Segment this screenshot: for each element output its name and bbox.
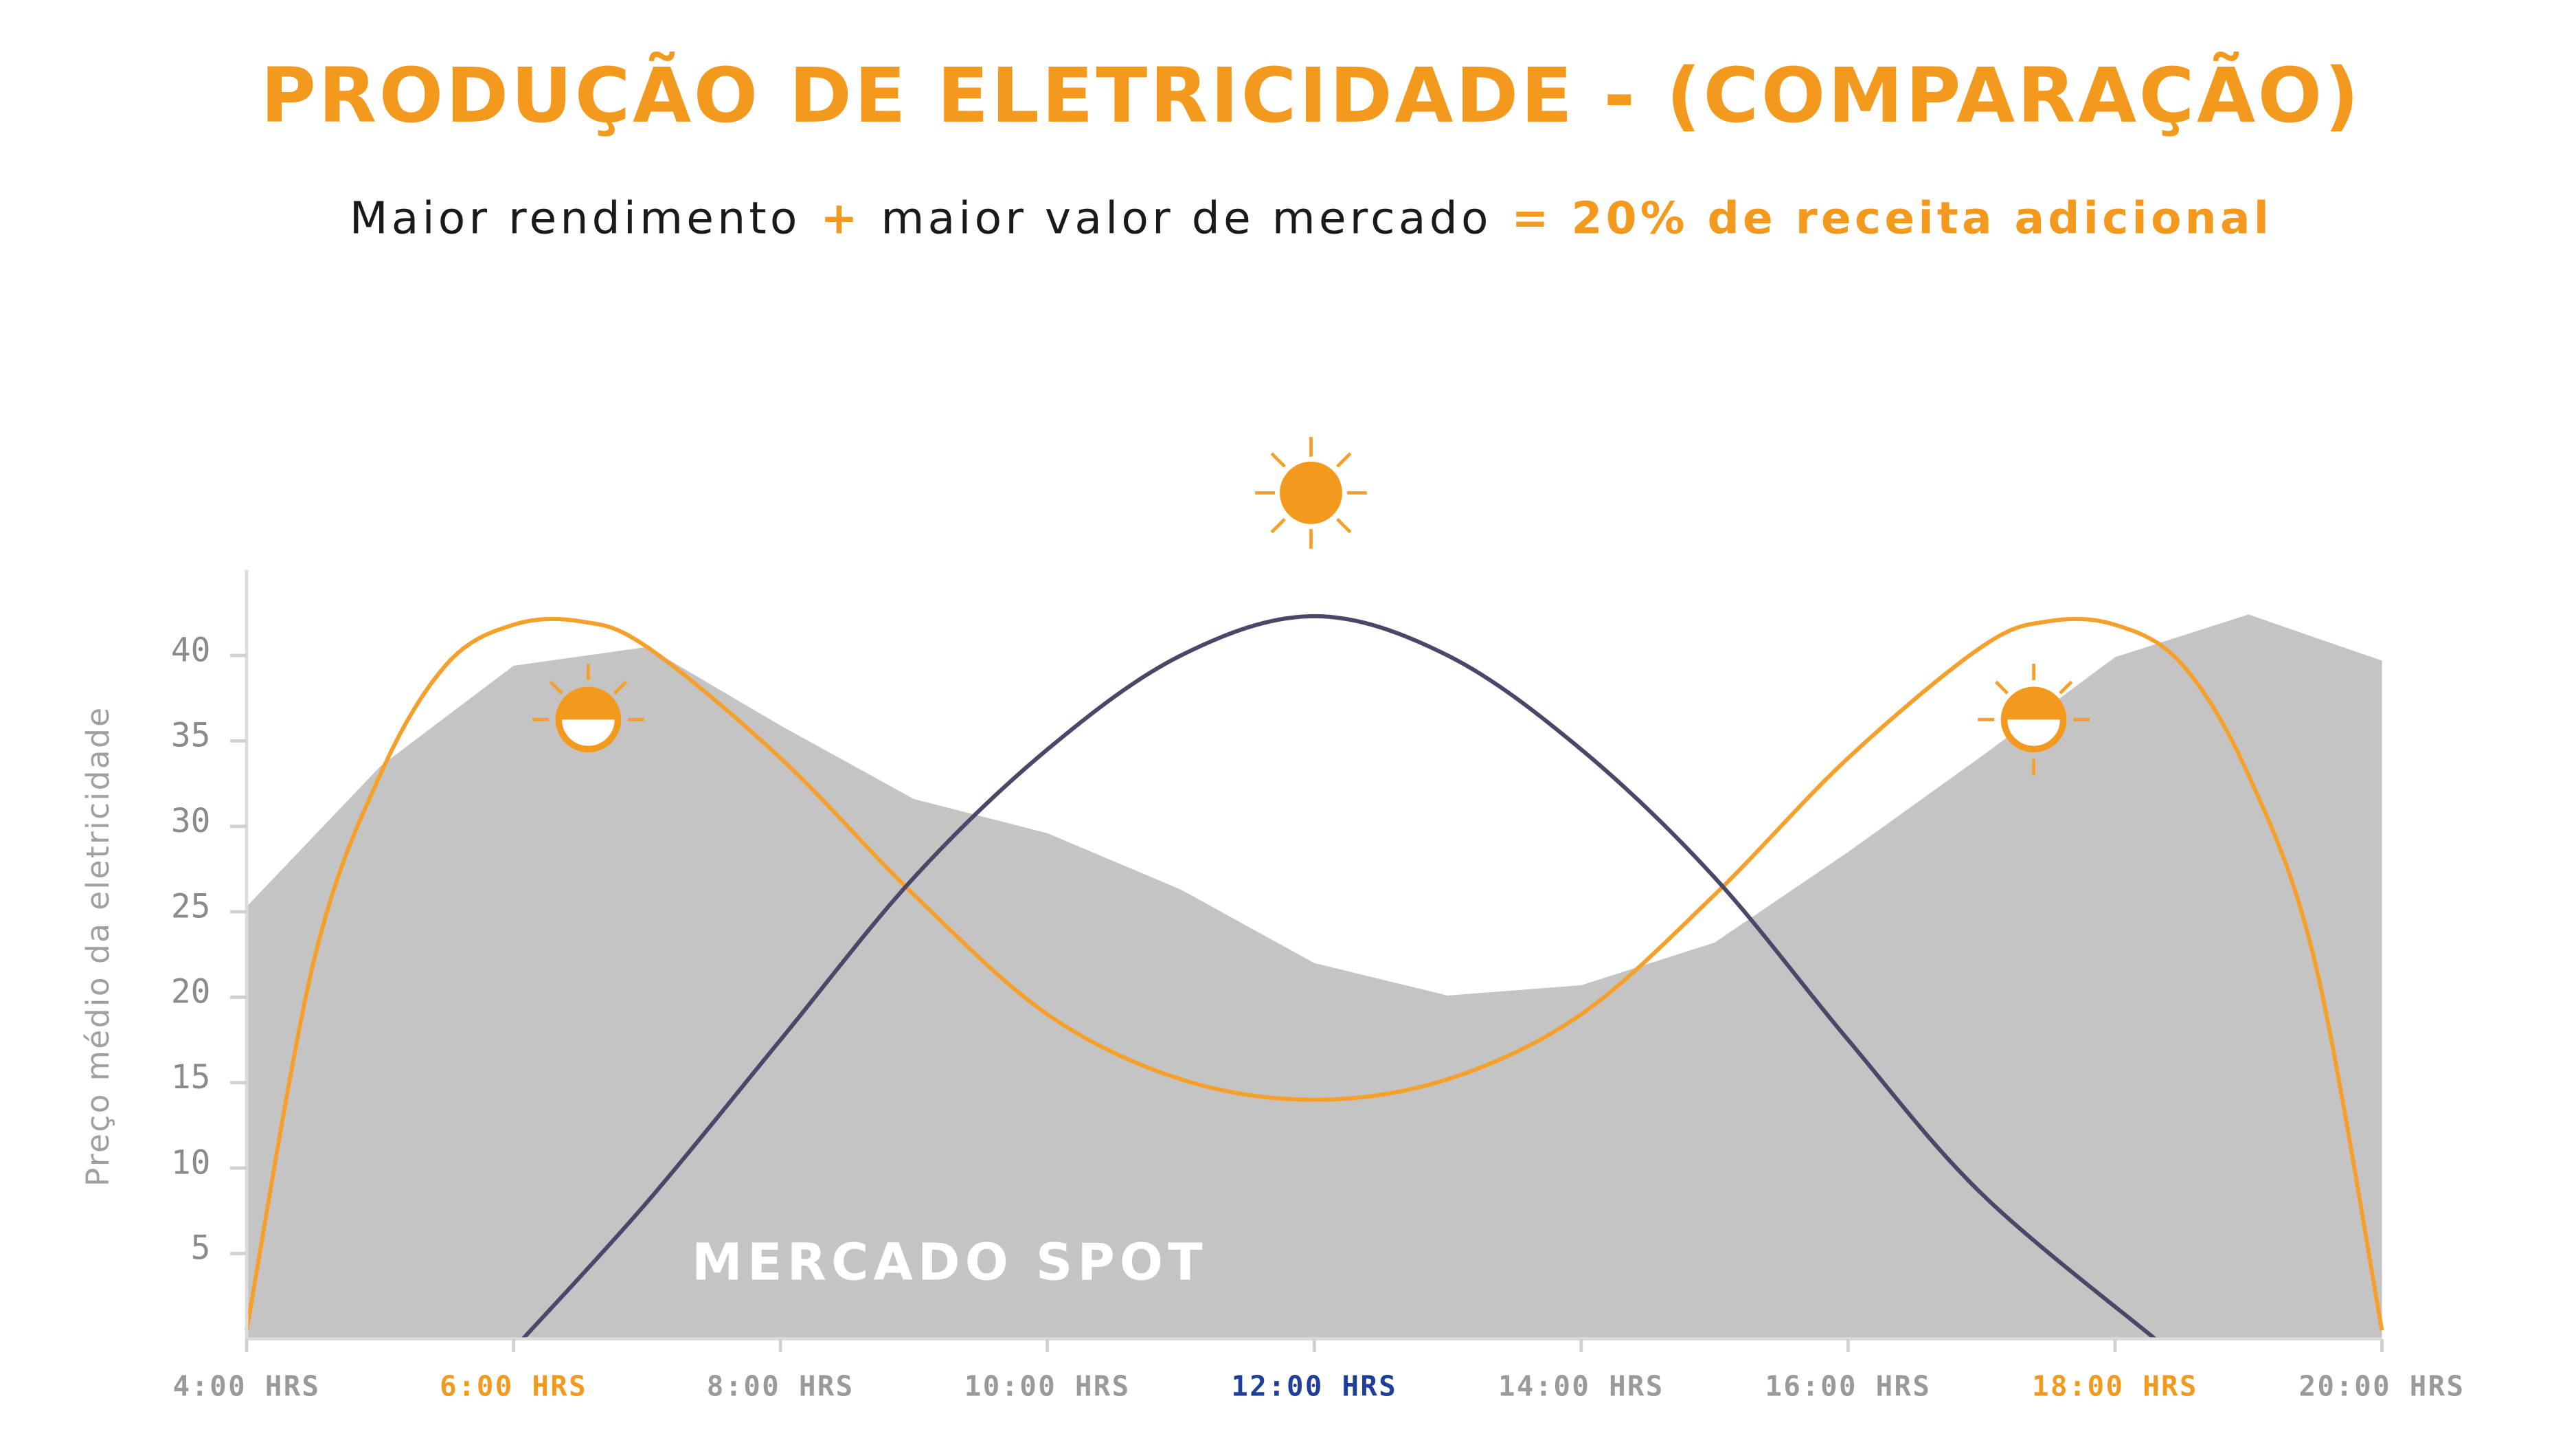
x-tick-label: 4:00 HRS	[173, 1370, 321, 1403]
half-sun-icon	[1978, 664, 2090, 776]
y-tick-label: 40	[171, 631, 211, 669]
spot-price-area	[247, 614, 2382, 1339]
y-tick-label: 20	[171, 974, 211, 1011]
y-tick-label: 30	[171, 802, 211, 840]
chart-subtitle: Maior rendimento + maior valor de mercado =…	[350, 193, 2272, 245]
plot-area: 5 10 15 20 25 30 35 40 4:00 HRS 6:00 HRS 8:00 HRS 1…	[80, 570, 2465, 1403]
sun-icon	[1255, 437, 1367, 549]
half-sun-icon	[532, 664, 644, 753]
chart-title: PRODUÇÃO DE ELETRICIDADE - (COMPARAÇÃO)	[260, 50, 2361, 139]
x-tick-label: 20:00 HRS	[2299, 1370, 2465, 1403]
x-tick-label: 16:00 HRS	[1765, 1370, 1932, 1403]
y-tick-label: 25	[171, 888, 211, 925]
y-tick-label: 5	[191, 1230, 211, 1268]
production-curve	[521, 614, 2157, 1341]
x-tick-label: 8:00 HRS	[707, 1370, 855, 1403]
subtitle-part: Maior rendimento	[350, 193, 801, 245]
x-tick-label: 6:00 HRS	[440, 1370, 587, 1403]
annotation: MERCADO SPOT	[692, 1233, 1208, 1292]
y-tick-label: 10	[171, 1144, 211, 1182]
subtitle-part: +	[820, 193, 861, 245]
x-tick-label: 10:00 HRS	[964, 1370, 1131, 1403]
x-tick-label: 14:00 HRS	[1498, 1370, 1664, 1403]
y-tick-label: 15	[171, 1059, 211, 1097]
y-axis-label: Preço médio da eletricidade	[80, 706, 116, 1187]
subtitle-part: maior valor de mercado	[881, 193, 1491, 245]
x-tick-label: 12:00 HRS	[1231, 1370, 1397, 1403]
production-curve	[245, 616, 2384, 1331]
subtitle-part: = 20% de receita adicional	[1511, 193, 2272, 245]
y-tick-label: 35	[171, 717, 211, 755]
x-tick-label: 18:00 HRS	[2032, 1370, 2198, 1403]
